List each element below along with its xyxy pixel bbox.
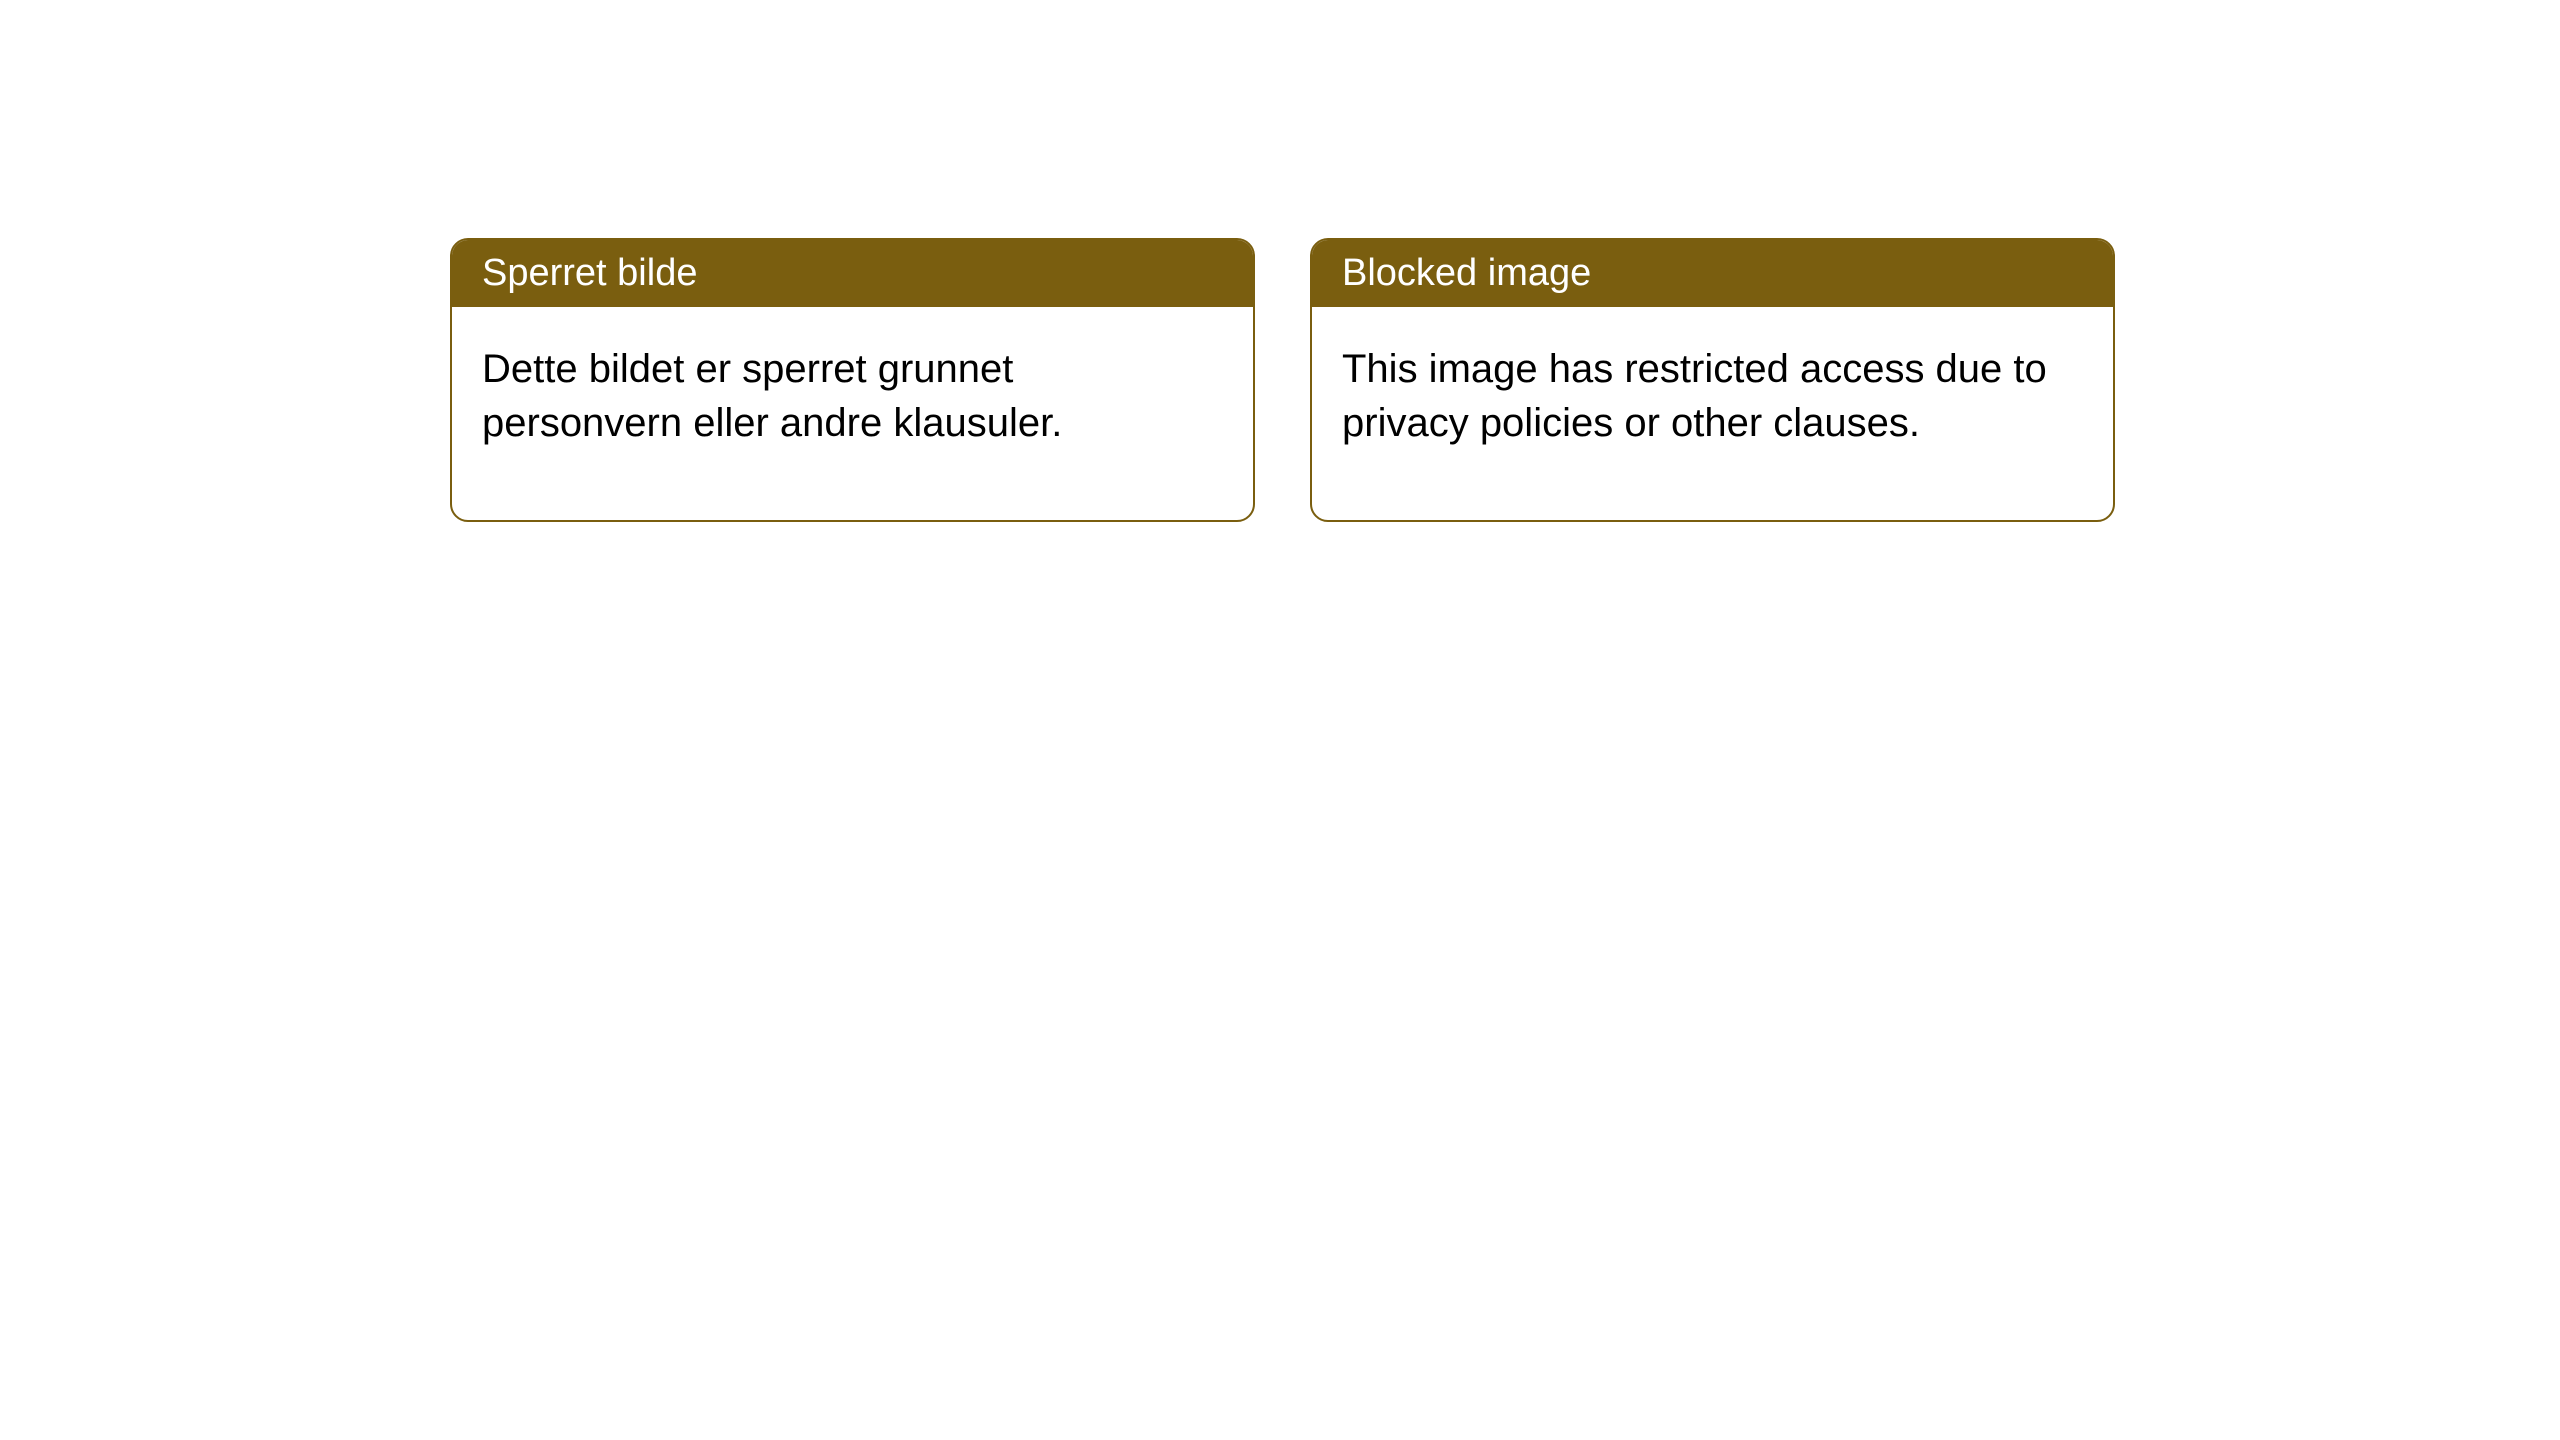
notice-card-norwegian: Sperret bilde Dette bildet er sperret gr… <box>450 238 1255 522</box>
notice-text-norwegian: Dette bildet er sperret grunnet personve… <box>482 347 1062 445</box>
notice-title-norwegian: Sperret bilde <box>482 252 697 294</box>
notice-body-english: This image has restricted access due to … <box>1312 307 2113 520</box>
notice-container: Sperret bilde Dette bildet er sperret gr… <box>450 238 2115 522</box>
notice-title-english: Blocked image <box>1342 252 1591 294</box>
notice-header-norwegian: Sperret bilde <box>452 240 1253 307</box>
notice-text-english: This image has restricted access due to … <box>1342 347 2047 445</box>
notice-header-english: Blocked image <box>1312 240 2113 307</box>
notice-body-norwegian: Dette bildet er sperret grunnet personve… <box>452 307 1253 520</box>
notice-card-english: Blocked image This image has restricted … <box>1310 238 2115 522</box>
